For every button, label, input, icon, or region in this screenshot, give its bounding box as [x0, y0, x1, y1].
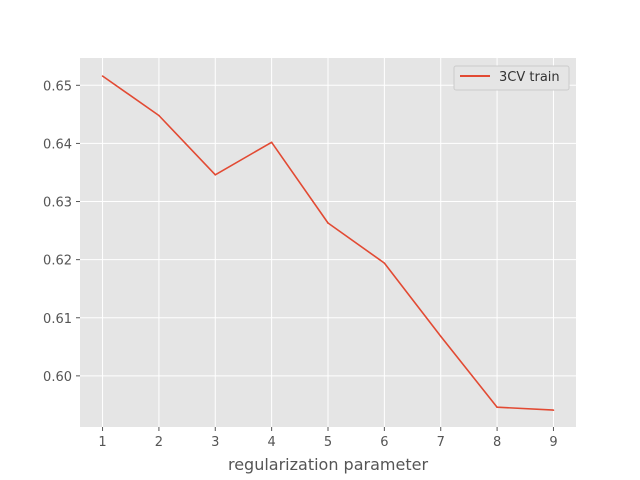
legend-label-3cv-train: 3CV train: [499, 70, 560, 85]
data-point: [270, 141, 273, 144]
data-point: [158, 114, 160, 117]
x-tick-label: 9: [549, 435, 557, 450]
x-tick-label: 2: [155, 435, 163, 450]
y-tick-label: 0.65: [43, 79, 72, 94]
x-tick-label: 5: [324, 435, 332, 450]
data-point: [214, 174, 217, 176]
data-point: [383, 262, 386, 264]
x-axis-label: regularization parameter: [228, 455, 428, 474]
y-tick-label: 0.64: [43, 137, 72, 152]
x-tick-label: 6: [380, 435, 388, 450]
y-tick-label: 0.60: [43, 370, 72, 385]
x-tick-label: 3: [211, 435, 219, 450]
data-point: [552, 409, 555, 411]
y-tick-label: 0.62: [43, 254, 72, 269]
x-tick-label: 7: [437, 435, 445, 450]
data-point: [101, 75, 104, 77]
x-tick-label: 8: [493, 435, 501, 450]
data-point: [439, 335, 442, 338]
axis-ticks: 1 2 3 4 5 6 7 8 9 0.60 0.61 0.62 0.63 0.64 0.65: [43, 79, 558, 450]
series-layer: [101, 75, 555, 411]
grid: [80, 58, 576, 427]
data-point: [496, 406, 498, 409]
x-tick-label: 4: [267, 435, 275, 450]
y-tick-label: 0.61: [43, 312, 72, 327]
y-tick-label: 0.63: [43, 196, 72, 211]
legend: 3CV train: [453, 65, 570, 91]
legend-box: [453, 65, 570, 91]
x-tick-label: 1: [98, 435, 106, 450]
data-point: [327, 222, 329, 224]
